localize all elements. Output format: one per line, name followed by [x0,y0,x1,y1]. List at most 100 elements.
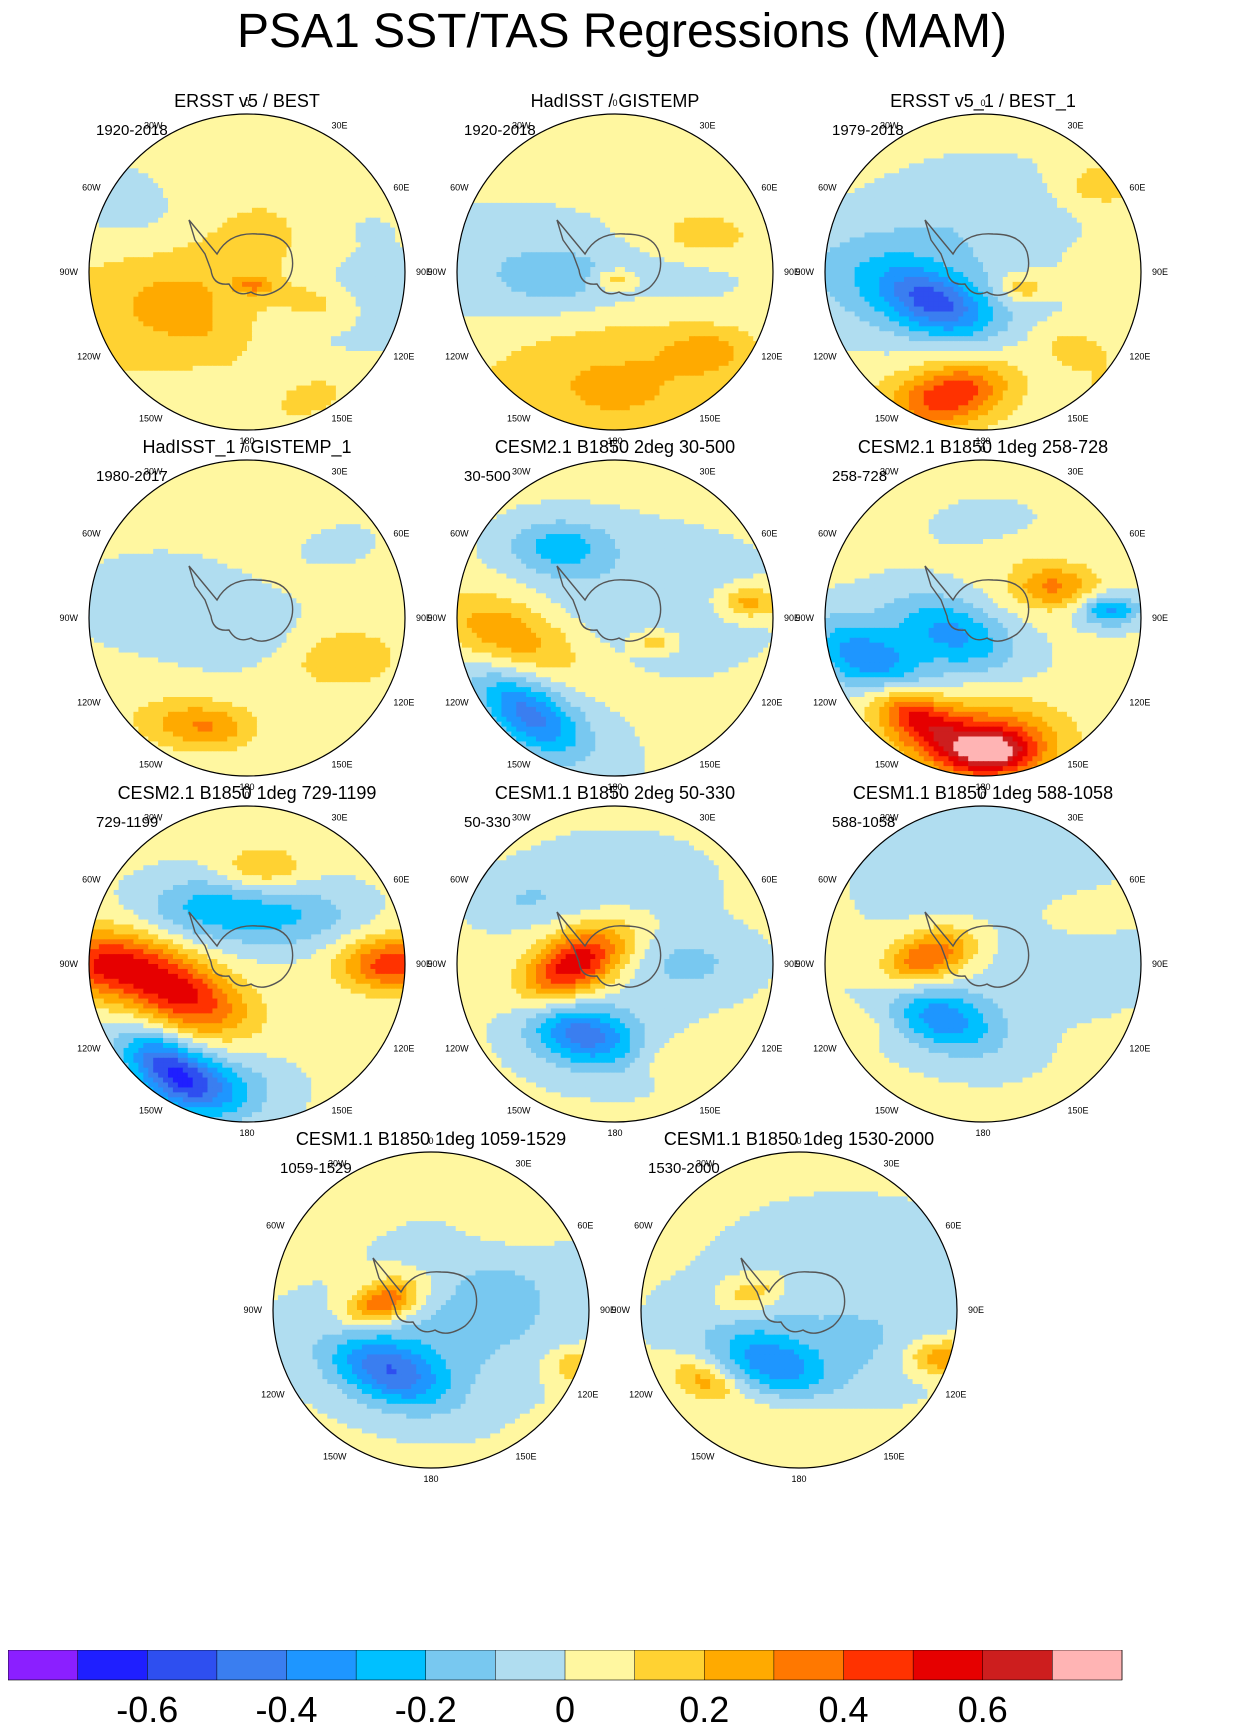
field-cell [380,355,386,362]
field-cell [540,202,547,209]
field-cell [385,351,391,357]
field-cell [163,173,169,179]
field-cell [306,365,312,372]
field-cell [271,183,278,189]
field-cell [496,193,503,199]
field-cell [316,380,322,387]
field-cell [113,346,120,352]
field-cell [355,286,362,293]
field-cell [526,183,532,189]
field-cell [197,405,204,411]
field-cell [222,272,228,278]
field-cell [335,341,342,347]
field-cell [311,296,317,303]
field-cell [595,222,601,229]
field-cell [187,123,194,130]
field-cell [355,237,362,243]
field-cell [123,351,130,357]
field-cell [659,227,665,234]
field-cell [461,252,468,258]
field-cell [128,296,135,303]
field-cell [232,395,238,401]
field-cell [511,207,517,214]
field-cell [634,217,641,224]
field-cell [296,197,302,204]
field-cell [370,232,376,239]
field-cell [227,193,233,199]
field-cell [698,188,705,194]
field-cell [128,346,135,352]
field-cell [271,163,278,169]
field-cell [276,311,283,318]
field-cell [385,321,391,327]
field-cell [138,247,144,253]
field-cell [177,168,184,174]
field-cell [163,370,169,377]
field-cell [664,222,670,229]
field-cell [222,341,228,347]
field-cell [375,252,381,258]
field-cell [202,163,209,169]
field-cell [202,385,209,392]
field-cell [261,114,268,120]
field-cell [306,183,312,189]
field-cell [370,207,376,214]
longitude-label: 30W [144,121,163,131]
field-cell [266,118,273,125]
field-cell [335,346,342,352]
field-cell [276,395,283,401]
field-cell [247,257,253,263]
field-cell [291,168,297,174]
field-cell [316,365,322,372]
field-cell [311,197,317,204]
field-cell [506,173,512,179]
field-cell [615,242,621,248]
field-cell [639,178,646,184]
field-cell [321,311,327,318]
field-cell [360,222,367,229]
field-cell [237,316,243,322]
field-cell [118,321,125,327]
field-cell [286,370,293,377]
field-cell [486,242,493,248]
field-cell [521,188,527,194]
field-cell [271,272,278,278]
field-cell [390,291,396,298]
field-cell [256,178,263,184]
field-cell [172,178,179,184]
field-cell [350,390,357,397]
field-cell [133,346,139,352]
field-cell [138,193,144,199]
field-cell [212,395,218,401]
field-cell [197,178,204,184]
field-cell [580,178,586,184]
field-cell [733,197,740,204]
field-cell [634,173,641,179]
field-cell [345,153,352,160]
field-cell [585,138,591,145]
field-cell [330,316,337,322]
field-cell [271,227,278,234]
field-cell [306,178,312,184]
field-cell [197,247,204,253]
field-cell [266,222,273,229]
field-cell [400,272,405,278]
field-cell [247,153,253,160]
field-cell [540,163,547,169]
field-cell [202,272,209,278]
field-cell [172,276,179,283]
field-cell [113,207,120,214]
field-cell [98,291,105,298]
field-cell [123,173,130,179]
field-cell [276,168,283,174]
field-cell [679,133,685,140]
field-cell [610,148,616,155]
field-cell [545,173,552,179]
field-cell [266,114,273,120]
field-cell [187,351,194,357]
field-cell [212,212,218,219]
field-cell [217,380,223,387]
field-cell [291,173,297,179]
field-cell [247,326,253,332]
field-cell [395,232,401,239]
